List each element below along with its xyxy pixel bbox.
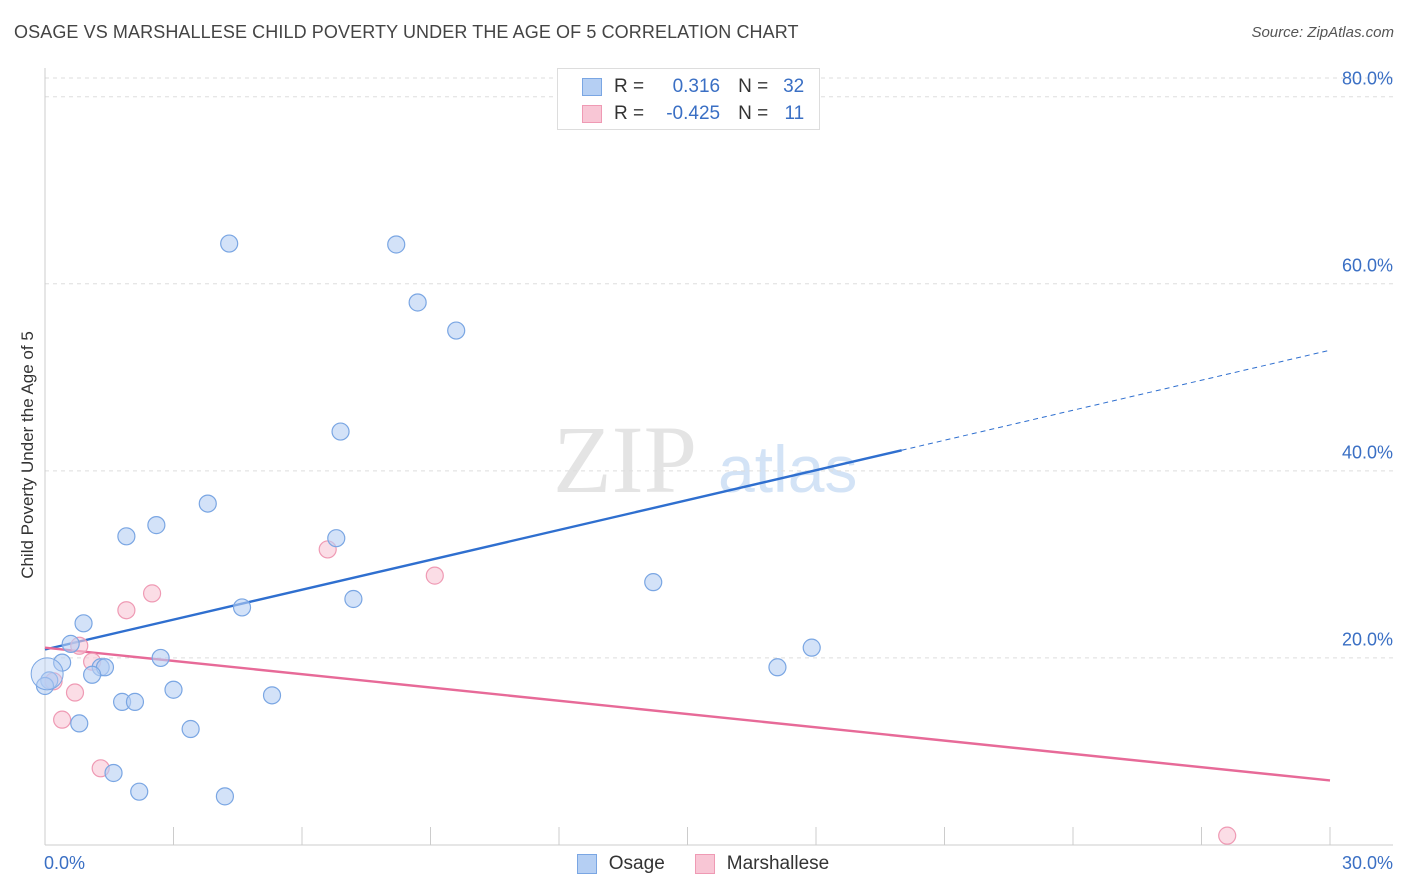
osage-n-label: N = — [738, 76, 769, 97]
osage-point-large — [30, 657, 64, 691]
osage-point — [125, 692, 145, 711]
osage-point — [70, 714, 89, 733]
y-tick-label: 60.0% — [1342, 255, 1393, 275]
marshallese-point — [142, 584, 162, 603]
osage-point — [198, 494, 217, 513]
osage-point — [387, 235, 406, 254]
osage-point — [151, 648, 170, 668]
osage-point — [220, 234, 239, 253]
osage-point — [644, 573, 663, 592]
osage-trend-extension — [901, 349, 1331, 451]
marshallese-point — [65, 683, 85, 702]
marshallese-legend-label: Marshallese — [726, 853, 830, 874]
osage-r-value: 0.316 — [672, 76, 721, 97]
grid-lines — [45, 77, 1393, 659]
chart-title: OSAGE VS MARSHALLESE CHILD POVERTY UNDER… — [14, 22, 799, 42]
trend-lines — [44, 349, 1331, 782]
osage-legend-label: Osage — [608, 853, 665, 874]
osage-point — [408, 293, 427, 312]
osage-point — [83, 665, 102, 684]
osage-trend-line — [44, 449, 902, 651]
marshallese-point — [117, 601, 136, 620]
y-tick-label: 20.0% — [1342, 630, 1393, 650]
marshallese-point — [1218, 826, 1237, 845]
watermark-zip: ZIP — [553, 406, 697, 513]
x-tick-label-max: 30.0% — [1342, 853, 1393, 873]
marshallese-point — [425, 566, 444, 585]
osage-legend-swatch — [576, 854, 597, 874]
stats-legend: R = 0.316 N = 32 R = -0.425 N = 11 — [557, 68, 820, 130]
y-tick-label: 40.0% — [1342, 442, 1393, 462]
osage-point — [344, 589, 363, 609]
osage-point — [164, 680, 183, 699]
chart-source: Source: ZipAtlas.com — [1251, 24, 1394, 41]
marshallese-swatch — [582, 105, 602, 123]
axes — [44, 68, 1393, 846]
osage-point — [130, 782, 149, 801]
watermark-atlas: atlas — [718, 432, 857, 506]
osage-r-label: R = — [614, 76, 645, 97]
osage-point — [181, 719, 200, 739]
osage-swatch — [582, 78, 602, 96]
tick-labels: 20.0% 40.0% 60.0% 80.0% 0.0% 30.0% — [44, 68, 1393, 873]
osage-point — [232, 598, 252, 617]
osage-point — [53, 653, 72, 672]
osage-point — [74, 614, 93, 633]
osage-point — [147, 516, 166, 535]
data-points — [30, 234, 1237, 845]
marshallese-r-label: R = — [614, 103, 645, 124]
osage-point — [117, 527, 136, 546]
osage-point — [802, 638, 821, 657]
marshallese-legend-swatch — [694, 854, 715, 874]
osage-point — [768, 658, 787, 677]
osage-point — [447, 321, 466, 340]
marshallese-r-value: -0.425 — [666, 103, 721, 124]
osage-point — [327, 529, 346, 548]
osage-point — [331, 422, 350, 441]
osage-point — [61, 634, 80, 653]
legend-item-osage: Osage — [576, 853, 665, 875]
marshallese-n-value: 11 — [784, 103, 805, 124]
marshallese-n-label: N = — [738, 103, 769, 124]
y-tick-label: 80.0% — [1342, 68, 1393, 88]
marshallese-trend-line — [44, 646, 1331, 782]
marshallese-point — [53, 710, 72, 729]
watermark: ZIP atlas — [553, 406, 857, 513]
legend-item-marshallese: Marshallese — [694, 853, 830, 875]
osage-point — [215, 787, 234, 806]
x-tick-label-min: 0.0% — [44, 853, 85, 873]
legend-row-marshallese: R = -0.425 N = 11 — [582, 101, 804, 127]
osage-n-value: 32 — [783, 76, 805, 97]
osage-point — [104, 763, 123, 783]
legend-row-osage: R = 0.316 N = 32 — [582, 74, 804, 100]
series-legend: Osage Marshallese — [0, 852, 1406, 876]
osage-point — [262, 686, 282, 705]
